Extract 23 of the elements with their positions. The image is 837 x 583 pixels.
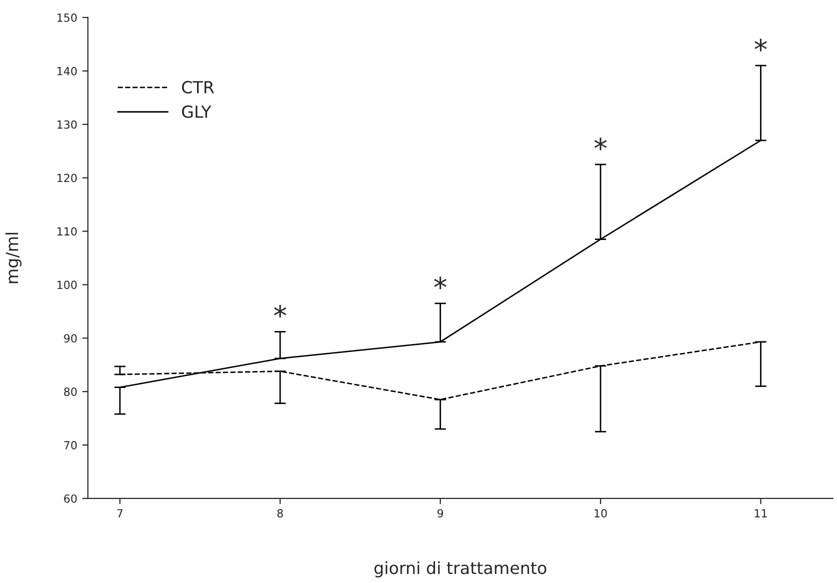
y-tick-label: 80 (64, 388, 77, 396)
annotation: * (434, 276, 446, 290)
x-tick-label: 8 (277, 509, 283, 518)
y-tick-label: 130 (57, 120, 77, 129)
annotation: * (594, 138, 607, 150)
y-tick-label: 100 (57, 280, 77, 290)
y-tick-label: 90 (64, 334, 77, 343)
x-tick-label: 7 (117, 509, 123, 518)
y-tick-label: 150 (57, 13, 77, 22)
legend-label: CTR (182, 80, 214, 94)
y-tick-label: 120 (57, 174, 77, 182)
annotation: * (754, 38, 767, 52)
y-tick-label: 110 (57, 227, 77, 236)
annotation: * (274, 304, 286, 318)
x-tick-label: 10 (594, 509, 607, 518)
legend-label: GLY (182, 105, 212, 118)
x-axis-title: giorni di trattamento (374, 561, 546, 578)
y-tick-label: 70 (64, 441, 77, 450)
y-axis-title: mg/ml (5, 232, 22, 284)
y-tick-label: 140 (57, 66, 77, 76)
x-tick-label: 11 (754, 509, 767, 518)
x-tick-label: 9 (437, 509, 444, 518)
y-tick-label: 60 (64, 494, 77, 503)
